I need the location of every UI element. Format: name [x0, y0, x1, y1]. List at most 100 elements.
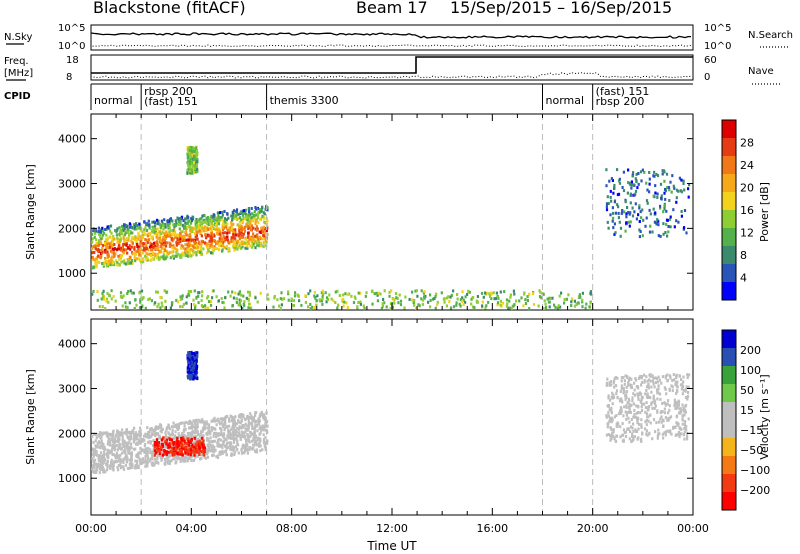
- echo-cell: [679, 411, 682, 415]
- echo-cell: [116, 261, 119, 265]
- echo-cell: [218, 248, 221, 252]
- echo-cell: [334, 290, 337, 294]
- echo-cell: [139, 441, 142, 445]
- echo-cell: [202, 229, 206, 233]
- echo-cell: [684, 404, 687, 408]
- echo-cell: [473, 306, 476, 309]
- echo-cell: [153, 429, 157, 432]
- echo-cell: [168, 221, 171, 225]
- echo-cell: [622, 189, 626, 193]
- radar-title: Blackstone (fitACF): [93, 0, 246, 17]
- echo-cell: [195, 155, 198, 159]
- echo-cell: [242, 294, 245, 298]
- echo-cell: [191, 352, 194, 355]
- echo-cell: [660, 415, 663, 419]
- echo-cell: [231, 426, 234, 430]
- echo-cell: [631, 214, 635, 218]
- echo-cell: [166, 241, 169, 245]
- power-colorbar-tick-label: 16: [740, 204, 754, 217]
- echo-cell: [481, 300, 484, 304]
- echo-cell: [106, 242, 109, 246]
- echo-cell: [188, 449, 191, 453]
- echo-cell: [154, 301, 157, 305]
- echo-cell: [648, 208, 651, 212]
- echo-cell: [160, 219, 163, 223]
- echo-cell: [675, 196, 678, 200]
- echo-cell: [673, 398, 676, 402]
- echo-cell: [376, 293, 379, 297]
- echo-cell: [575, 303, 578, 307]
- echo-cell: [111, 453, 114, 457]
- echo-cell: [138, 222, 141, 226]
- echo-cell: [681, 414, 684, 418]
- echo-cell: [662, 210, 665, 214]
- echo-cell: [204, 450, 207, 454]
- echo-cell: [203, 446, 206, 450]
- echo-cell: [108, 227, 111, 231]
- echo-cell: [675, 433, 678, 437]
- echo-cell: [183, 433, 186, 437]
- echo-cell: [167, 223, 170, 227]
- echo-cell: [272, 305, 275, 309]
- echo-cell: [186, 354, 190, 357]
- echo-cell: [198, 222, 201, 226]
- nave-label: Nave: [748, 66, 774, 77]
- echo-cell: [195, 225, 198, 229]
- echo-cell: [249, 412, 252, 416]
- echo-cell: [139, 446, 142, 450]
- echo-cell: [661, 169, 664, 173]
- y-tick-label: 1000: [58, 472, 86, 485]
- echo-cell: [188, 372, 191, 376]
- echo-cell: [159, 295, 162, 299]
- echo-cell: [613, 376, 616, 380]
- echo-cell: [656, 409, 659, 413]
- echo-cell: [264, 446, 267, 450]
- echo-cell: [219, 443, 222, 447]
- echo-cell: [221, 446, 224, 450]
- echo-cell: [221, 249, 224, 253]
- echo-cell: [188, 225, 191, 229]
- echo-cell: [99, 251, 103, 255]
- echo-cell: [255, 207, 258, 211]
- echo-cell: [102, 431, 105, 435]
- echo-cell: [513, 303, 516, 307]
- echo-cell: [251, 432, 254, 436]
- echo-cell: [112, 429, 115, 433]
- echo-cell: [252, 237, 255, 241]
- echo-cell: [547, 300, 550, 304]
- echo-cell: [152, 227, 155, 231]
- echo-cell: [119, 461, 122, 465]
- echo-cell: [120, 248, 123, 252]
- echo-cell: [189, 154, 193, 158]
- echo-cell: [606, 195, 609, 199]
- echo-cell: [634, 189, 638, 193]
- echo-cell: [633, 435, 636, 439]
- echo-cell: [143, 220, 146, 224]
- echo-cell: [141, 457, 144, 461]
- echo-cell: [146, 449, 149, 453]
- echo-cell: [157, 231, 160, 235]
- echo-cell: [159, 232, 163, 236]
- echo-cell: [198, 242, 201, 246]
- echo-cell: [434, 295, 437, 299]
- echo-cell: [91, 467, 94, 471]
- echo-cell: [254, 296, 257, 300]
- echo-cell: [259, 235, 262, 239]
- echo-cell: [218, 211, 222, 215]
- echo-cell: [677, 433, 680, 437]
- echo-cell: [662, 424, 665, 428]
- echo-cell: [155, 254, 159, 258]
- echo-cell: [232, 230, 235, 233]
- echo-cell: [166, 459, 169, 463]
- echo-cell: [208, 442, 211, 446]
- y-tick-label: 4000: [58, 338, 86, 351]
- echo-cell: [200, 221, 203, 225]
- echo-cell: [290, 299, 293, 303]
- echo-cell: [443, 300, 446, 304]
- echo-cell: [201, 436, 204, 440]
- echo-cell: [237, 212, 240, 216]
- echo-cell: [167, 445, 171, 449]
- echo-cell: [279, 297, 282, 301]
- echo-cell: [321, 297, 324, 301]
- echo-cell: [670, 384, 673, 388]
